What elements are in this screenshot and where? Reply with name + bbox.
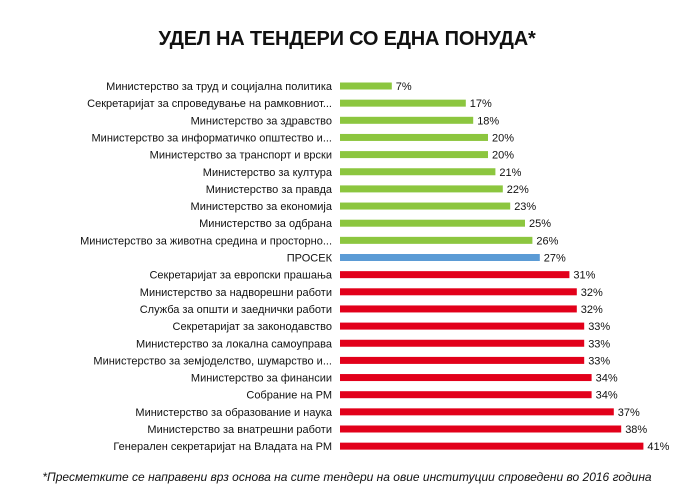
data-label: 38% [625,424,647,436]
category-label: Секретаријат за европски прашања [149,270,332,282]
data-label: 33% [588,355,610,367]
bar [340,374,592,382]
bar [340,219,525,227]
data-label: 17% [470,98,492,110]
category-label: Министерство за транспорт и врски [150,150,332,162]
category-label: ПРОСЕК [287,253,333,265]
category-label: Министерство за надворешни работи [140,287,332,299]
category-label: Министерство за земјоделство, шумарство … [93,355,332,367]
bar [340,288,577,296]
bar [340,133,488,141]
chart-title: УДЕЛ НА ТЕНДЕРИ СО ЕДНА ПОНУДА* [158,28,536,50]
bar [340,271,570,279]
category-label: Министерство за правда [206,184,333,196]
bar [340,151,488,159]
category-label: Секретаријат за законодавство [173,321,332,333]
data-label: 23% [514,201,536,213]
category-label: Министерство за труд и социјална политик… [106,81,333,93]
category-label: Министерство за здравство [191,115,332,127]
category-label: Министерство за економија [191,201,333,213]
category-label: Министерство за локална самоуправа [136,338,333,350]
category-label: Министерство за образование и наука [135,407,332,419]
bar [340,168,496,176]
bar [340,236,533,244]
bar [340,82,392,90]
bar [340,116,474,124]
category-label: Генерален секретаријат на Владата на РМ [113,441,332,453]
data-label: 37% [618,407,640,419]
data-label: 32% [581,304,603,316]
data-label: 27% [544,253,566,265]
category-label: Министерство за животна средина и просто… [80,235,332,247]
data-label: 20% [492,132,514,144]
category-label: Министерство за информатичко општество и… [92,132,332,144]
bar [340,254,540,261]
bar [340,185,503,193]
data-label: 33% [588,321,610,333]
category-label: Секретаријат за спроведување на рамковни… [87,98,332,110]
bar [340,305,577,313]
data-label: 7% [396,81,412,93]
data-label: 21% [499,167,521,179]
bar [340,425,622,433]
bar [340,408,614,416]
bar [340,391,592,399]
data-label: 41% [647,441,669,453]
category-label: Служба за општи и заеднички работи [140,304,332,316]
data-label: 26% [536,235,558,247]
bar [340,202,511,210]
bar [340,339,585,347]
data-label: 22% [507,184,529,196]
data-label: 34% [596,373,618,385]
data-label: 20% [492,150,514,162]
data-label: 34% [596,390,618,402]
data-label: 32% [581,287,603,299]
category-label: Министерство за култура [203,167,333,179]
data-label: 25% [529,218,551,230]
bar [340,322,585,330]
category-label: Министерство за финансии [191,373,332,385]
bar [340,356,585,364]
category-label: Министерство за внатрешни работи [147,424,332,436]
chart-footnote: *Пресметките се направени врз основа на … [42,470,652,484]
bar [340,442,644,450]
bar [340,99,466,107]
data-label: 18% [477,115,499,127]
data-label: 33% [588,338,610,350]
category-label: Собрание на РМ [246,390,332,402]
category-label: Министерство за одбрана [199,218,333,230]
data-label: 31% [573,270,595,282]
